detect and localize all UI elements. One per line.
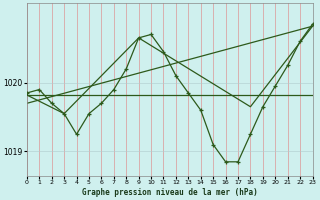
X-axis label: Graphe pression niveau de la mer (hPa): Graphe pression niveau de la mer (hPa) [82,188,258,197]
